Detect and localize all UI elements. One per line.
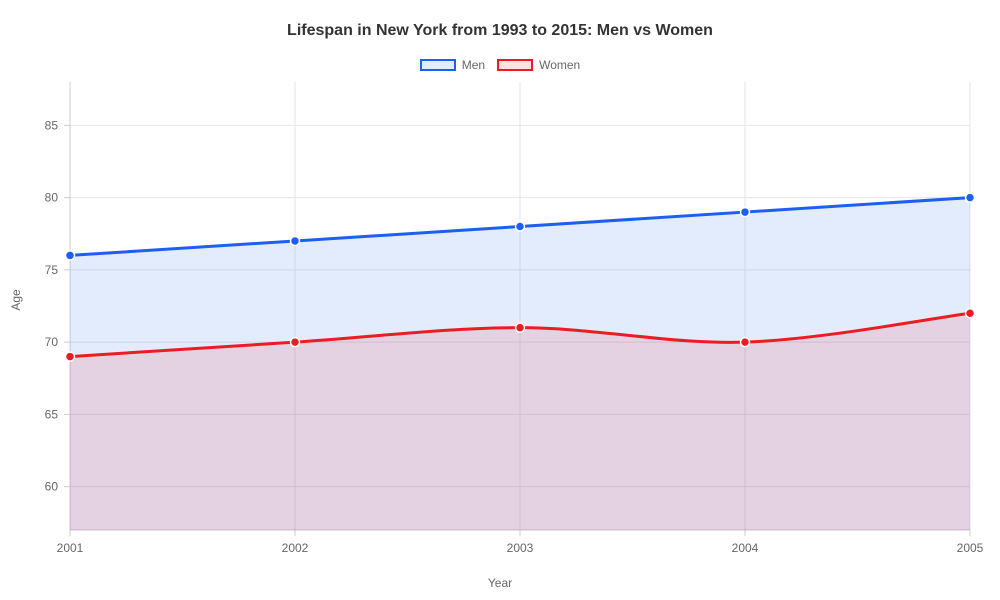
- y-tick-label: 75: [45, 263, 59, 277]
- data-point[interactable]: [741, 338, 750, 347]
- y-tick-label: 80: [45, 191, 59, 205]
- data-point[interactable]: [741, 208, 750, 217]
- x-tick-label: 2004: [732, 541, 759, 555]
- y-tick-label: 85: [45, 118, 59, 132]
- data-point[interactable]: [66, 352, 75, 361]
- y-tick-label: 70: [45, 335, 59, 349]
- x-tick-label: 2003: [507, 541, 534, 555]
- x-tick-label: 2005: [957, 541, 984, 555]
- data-point[interactable]: [516, 222, 525, 231]
- data-point[interactable]: [966, 309, 975, 318]
- data-point[interactable]: [291, 338, 300, 347]
- data-point[interactable]: [966, 193, 975, 202]
- data-point[interactable]: [516, 323, 525, 332]
- y-tick-label: 65: [45, 407, 59, 421]
- data-point[interactable]: [66, 251, 75, 260]
- x-tick-label: 2002: [282, 541, 309, 555]
- x-tick-label: 2001: [57, 541, 84, 555]
- chart-container: Lifespan in New York from 1993 to 2015: …: [0, 0, 1000, 600]
- data-point[interactable]: [291, 236, 300, 245]
- plot-svg: 60 65 70 75 80 85 2001 2002 2003 2004 2005: [0, 0, 1000, 600]
- y-tick-label: 60: [45, 480, 59, 494]
